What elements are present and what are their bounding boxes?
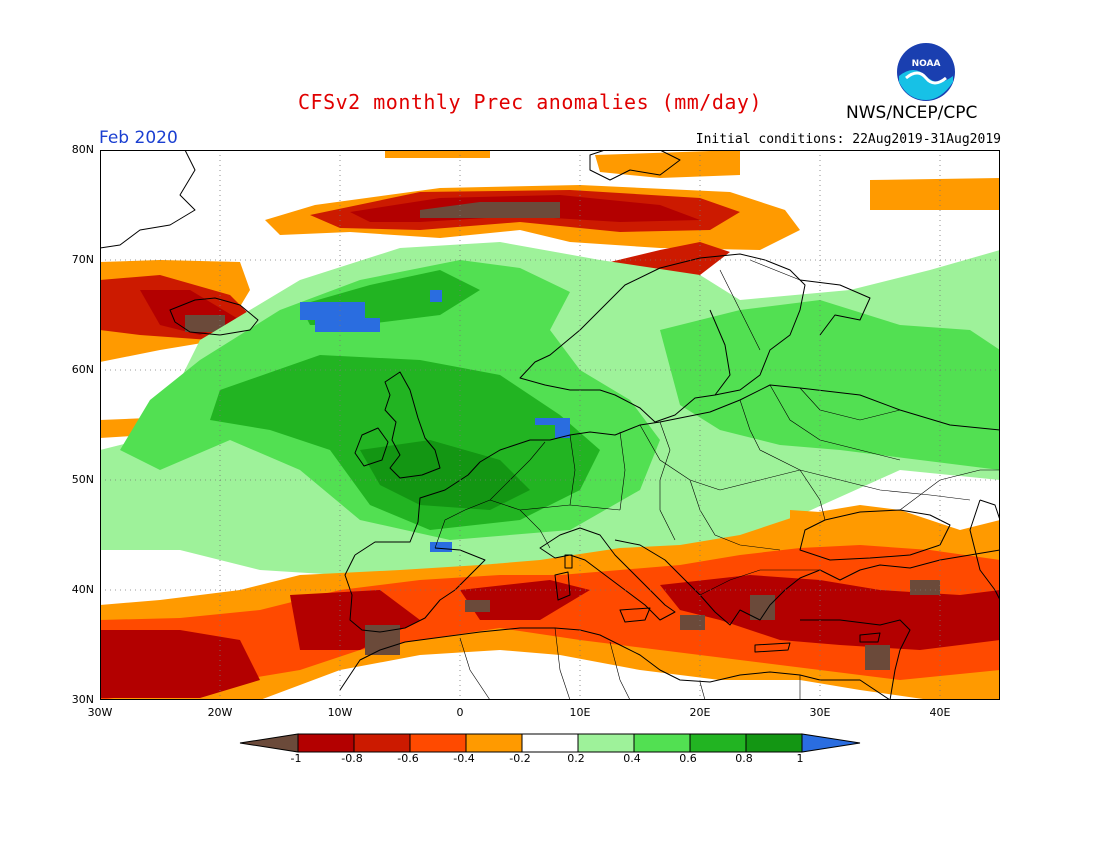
anomaly-region-blue-pyrenees (430, 542, 452, 552)
grid-parallels (100, 259, 1000, 591)
noaa-logo-icon: NOAA (897, 43, 955, 101)
anomaly-region-blue-north (300, 302, 380, 332)
colorbar (239, 733, 861, 753)
colorbar-swatch (577, 733, 635, 753)
colorbar-label-04: 0.4 (623, 752, 641, 765)
coastline-great-britain (384, 371, 441, 479)
colorbar-swatch (409, 733, 467, 753)
map-title: CFSv2 monthly Prec anomalies (mm/day) (297, 90, 763, 114)
colorbar-swatch (465, 733, 523, 753)
colorbar-swatch (745, 733, 803, 753)
anomaly-region-iceland-brown (185, 315, 225, 332)
anomaly-fields (100, 150, 1000, 700)
lon-label-10e: 10E (569, 706, 591, 719)
colorbar-swatch (521, 733, 579, 753)
colorbar-label-neg02: -0.2 (509, 752, 531, 765)
colorbar-swatch (353, 733, 411, 753)
colorbar-swatch (801, 733, 861, 753)
lat-label-50n: 50N (71, 473, 94, 486)
border-lines-west (434, 424, 721, 549)
noaa-logo-text: NOAA (912, 59, 941, 69)
coastline-caspian (969, 499, 1000, 601)
coastline-ireland (354, 427, 389, 467)
coastline-balkans (614, 539, 1000, 626)
lon-label-20e: 20E (689, 706, 711, 719)
coastline-scandinavia (519, 253, 806, 423)
lon-label-30e: 30E (809, 706, 831, 719)
coastline-svalbard (589, 150, 681, 181)
lat-label-30n: 30N (71, 693, 94, 706)
colorbar-label-neg08: -0.8 (341, 752, 363, 765)
lat-label-60n: 60N (71, 363, 94, 376)
agency-label: NWS/NCEP/CPC (846, 103, 978, 123)
colorbar-label-02: 0.2 (567, 752, 585, 765)
coastline-north-africa (339, 627, 891, 700)
colorbar-label-08: 0.8 (735, 752, 753, 765)
anomaly-region-top-orange (385, 150, 740, 178)
coastline-corsica (564, 554, 573, 569)
anomaly-region-arctic-brown (420, 202, 560, 218)
lat-label-40n: 40N (71, 583, 94, 596)
lon-label-0: 0 (456, 706, 464, 719)
lat-label-70n: 70N (71, 253, 94, 266)
lon-label-40e: 40E (929, 706, 951, 719)
colorbar-label-neg04: -0.4 (453, 752, 475, 765)
anomaly-map (100, 150, 1000, 700)
anomaly-region-med-brown (365, 580, 940, 670)
coastline-iberia (344, 547, 486, 633)
colorbar-swatch (633, 733, 691, 753)
map-frame (100, 150, 1000, 700)
anomaly-region-wet-medium-east (660, 300, 1000, 470)
anomaly-region-blue-denmark (535, 418, 570, 438)
colorbar-swatch (689, 733, 747, 753)
coastline-italy (539, 527, 676, 621)
lon-label-30w: 30W (87, 706, 113, 719)
month-label: Feb 2020 (99, 128, 178, 148)
coastline-iceland (169, 297, 259, 336)
coastline-cyprus (859, 632, 881, 643)
lat-label-80n: 80N (71, 143, 94, 156)
grid-meridians (219, 150, 941, 700)
colorbar-swatch (239, 733, 299, 753)
coastlines (100, 150, 1000, 700)
coastline-greenland (100, 150, 196, 249)
anomaly-region-ne-orange (870, 178, 1000, 210)
coastline-sicily (619, 607, 651, 623)
initial-conditions-label: Initial conditions: 22Aug2019-31Aug2019 (695, 132, 1001, 147)
lon-label-20w: 20W (207, 706, 233, 719)
border-lines-africa (459, 627, 801, 700)
colorbar-label-1: 1 (796, 752, 804, 765)
colorbar-swatch (297, 733, 355, 753)
coastline-gulf-bothnia (709, 309, 731, 396)
colorbar-label-neg06: -0.6 (397, 752, 419, 765)
coastline-crete (754, 642, 791, 653)
colorbar-label-06: 0.6 (679, 752, 697, 765)
lat-lon-grid (100, 150, 1000, 700)
colorbar-label-neg1: -1 (290, 752, 302, 765)
noaa-logo: NOAA (896, 42, 956, 102)
coastline-turkey-levant (800, 619, 911, 700)
anomaly-region-blue-north-dot (430, 290, 442, 302)
coastline-sardinia (554, 571, 571, 601)
coastline-white-sea (799, 279, 871, 336)
lon-label-10w: 10W (327, 706, 353, 719)
